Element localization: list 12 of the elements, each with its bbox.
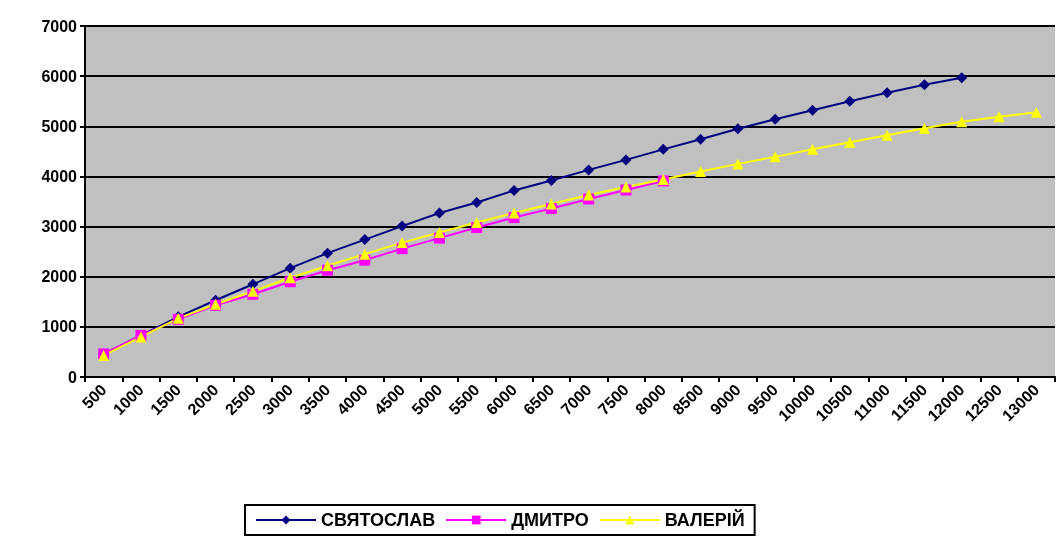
y-tick-label: 7000	[41, 17, 78, 35]
legend-label: ДМИТРО	[511, 510, 589, 530]
y-tick-label: 4000	[41, 167, 78, 185]
legend-label: СВЯТОСЛАВ	[321, 510, 436, 530]
y-tick-label: 2000	[41, 268, 78, 286]
y-tick-label: 1000	[41, 318, 78, 336]
y-tick-label: 5000	[41, 117, 78, 135]
y-tick-label: 0	[68, 368, 78, 386]
y-tick-label: 3000	[41, 218, 78, 236]
legend-label: ВАЛЕРІЙ	[664, 509, 745, 530]
x-tick-label: 500	[78, 380, 110, 412]
y-tick-label: 6000	[41, 67, 78, 85]
